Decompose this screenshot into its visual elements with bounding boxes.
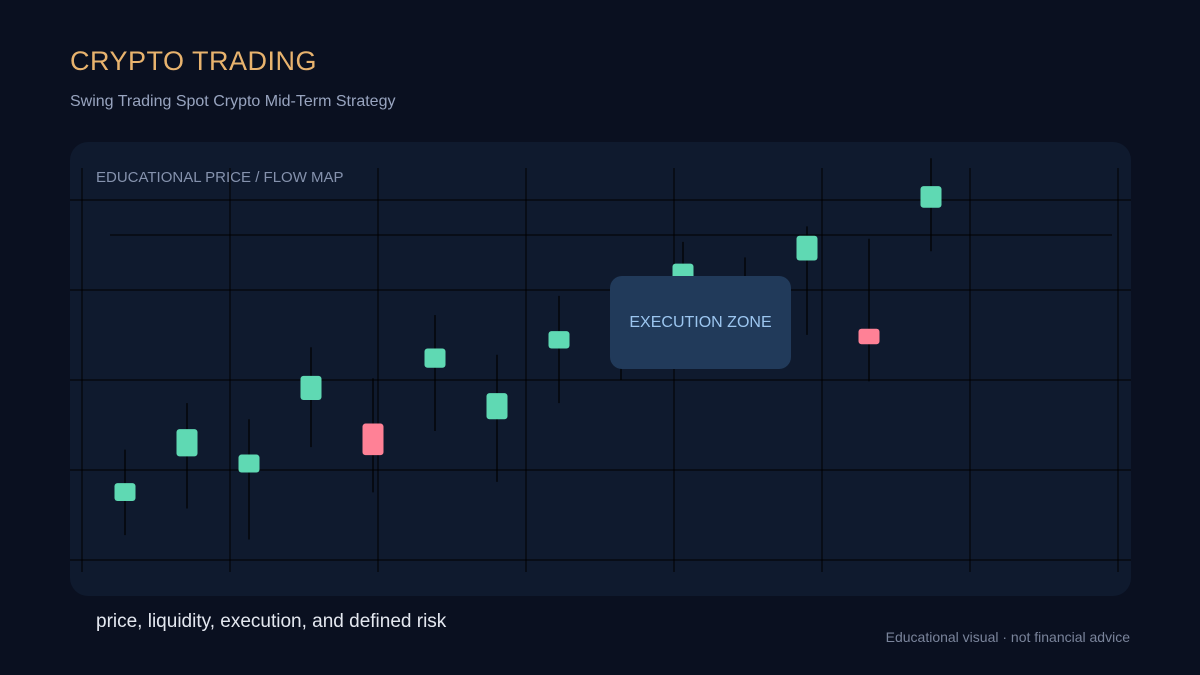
- candle-body-0: [114, 483, 136, 502]
- candle-body-12: [858, 328, 880, 345]
- footer-disclaimer: Educational visual · not financial advic…: [885, 629, 1130, 645]
- candle-body-5: [424, 348, 446, 368]
- candle-body-6: [486, 393, 508, 420]
- footer-caption: price, liquidity, execution, and defined…: [96, 611, 447, 632]
- execution-zone-label: EXECUTION ZONE: [629, 313, 772, 331]
- candle-body-3: [300, 375, 322, 400]
- page-subtitle: Swing Trading Spot Crypto Mid-Term Strat…: [70, 93, 396, 110]
- page-title: CRYPTO TRADING: [70, 46, 318, 76]
- candle-body-1: [176, 429, 198, 457]
- chart-panel: EDUCATIONAL PRICE / FLOW MAP EXECUTION Z…: [70, 142, 1131, 596]
- panel-label: EDUCATIONAL PRICE / FLOW MAP: [96, 169, 344, 186]
- candle-body-4: [362, 423, 384, 456]
- candle-body-7: [548, 331, 570, 349]
- execution-zone-box: EXECUTION ZONE: [610, 276, 791, 369]
- candle-body-13: [920, 186, 942, 208]
- candle-body-11: [796, 235, 818, 261]
- candle-body-2: [238, 454, 260, 473]
- candlestick-chart: [70, 158, 1131, 572]
